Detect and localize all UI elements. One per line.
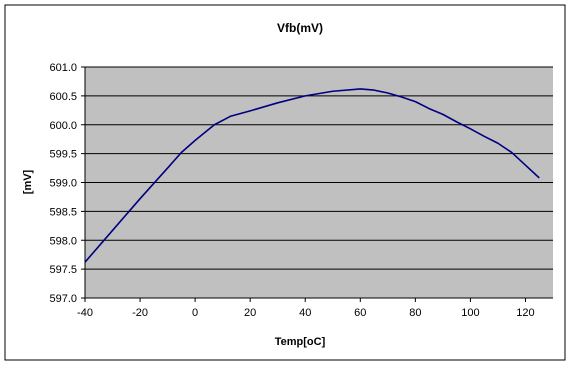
series-line-vfb — [84, 88, 540, 263]
x-tick-label: 120 — [516, 307, 534, 319]
y-tick-label: 597.0 — [49, 293, 77, 305]
x-tick-label: 60 — [354, 307, 366, 319]
y-tick-label: 600.0 — [49, 120, 77, 132]
axes — [81, 66, 553, 302]
x-tick-label: -20 — [132, 307, 148, 319]
gridlines — [85, 66, 553, 270]
x-axis-title: Temp[oC] — [275, 336, 326, 348]
y-tick-label: 601.0 — [49, 62, 77, 74]
y-tick-label: 599.5 — [49, 149, 77, 161]
x-tick-label: 100 — [461, 307, 479, 319]
y-tick-label: 600.5 — [49, 91, 77, 103]
series-layer — [84, 88, 540, 263]
x-tick-label: 80 — [409, 307, 421, 319]
y-tick-label: 598.0 — [49, 235, 77, 247]
x-tick-label: 40 — [299, 307, 311, 319]
chart-title: Vfb(mV) — [277, 21, 323, 35]
tick-labels: 597.0 597.5 598.0 598.5 599.0 599.5 600.0 600.5… — [49, 62, 534, 319]
x-tick-label: -40 — [77, 307, 93, 319]
x-tick-label: 20 — [244, 307, 256, 319]
y-axis-title: [mV] — [22, 169, 34, 194]
x-tick-label: 0 — [192, 307, 198, 319]
y-tick-label: 599.0 — [49, 178, 77, 190]
y-tick-label: 598.5 — [49, 206, 77, 218]
y-tick-label: 597.5 — [49, 264, 77, 276]
